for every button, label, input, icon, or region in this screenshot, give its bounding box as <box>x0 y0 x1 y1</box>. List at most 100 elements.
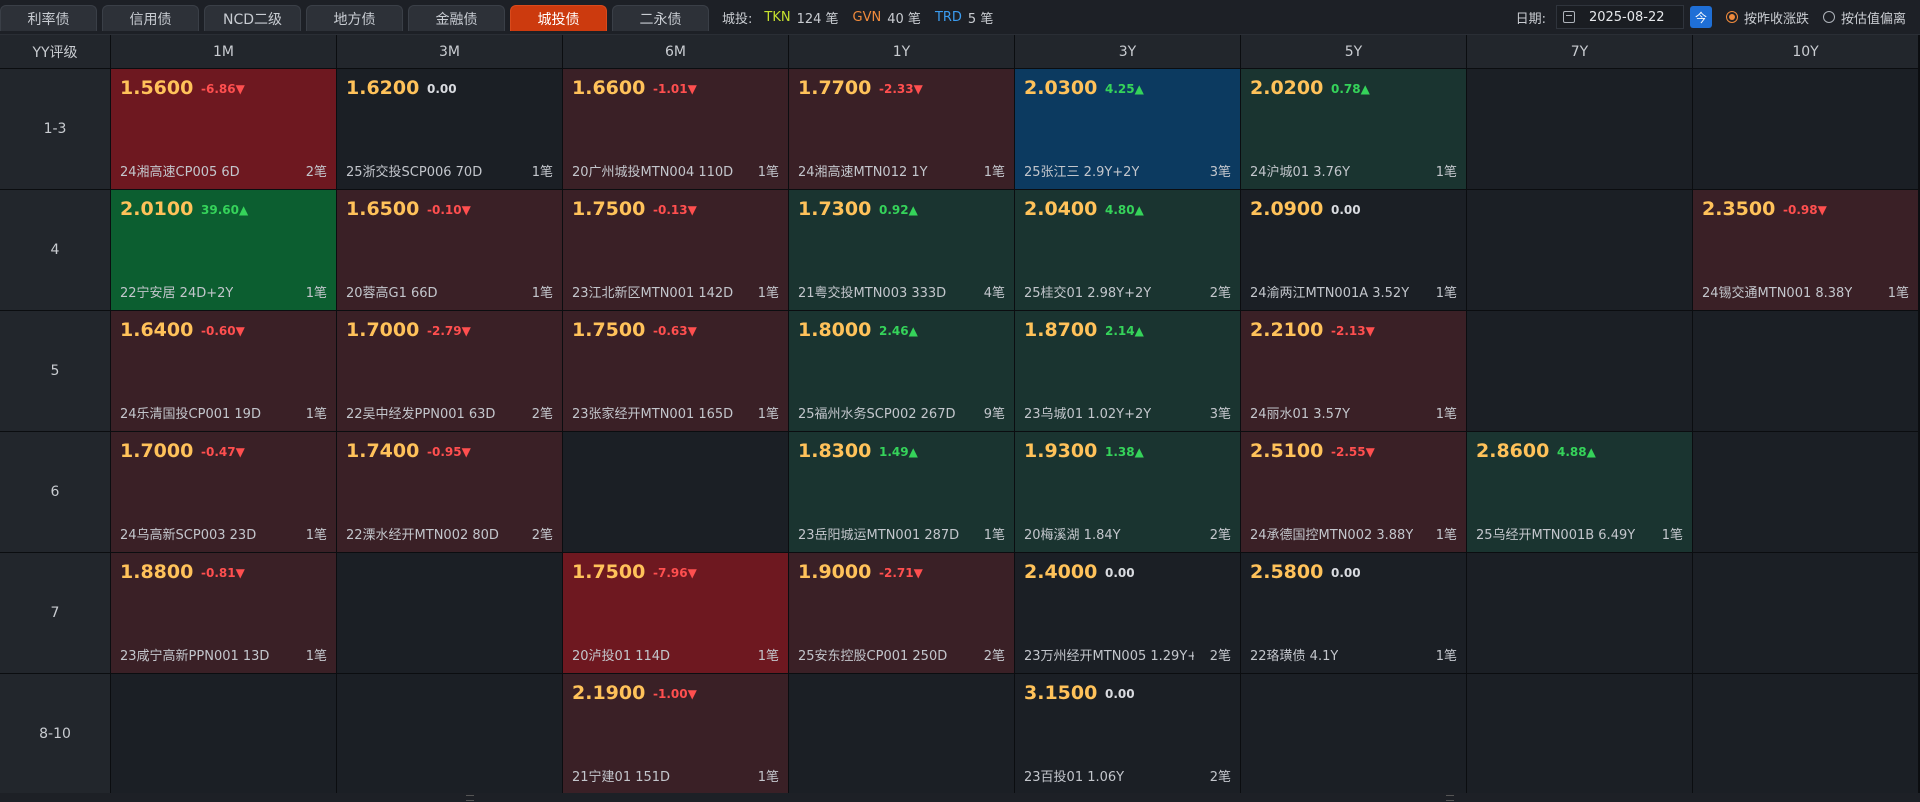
bond-name: 20梅溪湖 1.84Y <box>1024 528 1121 543</box>
quote-cell[interactable]: 1.7500 -0.13▼ 23江北新区MTN001 142D 1笔 <box>563 190 788 310</box>
quote-cell[interactable]: 1.7000 -2.79▼ 22吴中经发PPN001 63D 2笔 <box>337 311 562 431</box>
quote-cell[interactable]: 1.7000 -0.47▼ 24乌高新SCP003 23D 1笔 <box>111 432 336 552</box>
quote-cell[interactable]: 1.8300 1.49▲ 23岳阳城运MTN001 287D 1笔 <box>789 432 1014 552</box>
yield-change: -1.01▼ <box>653 82 697 96</box>
tab-4[interactable]: 金融债 <box>408 5 505 31</box>
trade-count: 1笔 <box>1661 528 1683 543</box>
quote-cell[interactable]: 3.1500 0.00 23百投01 1.06Y 2笔 <box>1015 674 1240 794</box>
quote-cell[interactable]: 2.8600 4.88▲ 25乌经开MTN001B 6.49Y 1笔 <box>1467 432 1692 552</box>
tenor-header[interactable]: 3Y <box>1015 35 1240 68</box>
quote-cell[interactable]: 1.7400 -0.95▼ 22溧水经开MTN002 80D 2笔 <box>337 432 562 552</box>
yield-change: -0.47▼ <box>201 445 245 459</box>
rating-row-label: 7 <box>0 553 110 673</box>
quote-cell[interactable]: 1.9000 -2.71▼ 25安东控股CP001 250D 2笔 <box>789 553 1014 673</box>
quote-cell[interactable]: 2.5800 0.00 22珞璜债 4.1Y 1笔 <box>1241 553 1466 673</box>
trade-count: 1笔 <box>757 165 779 180</box>
radio-selected-icon <box>1725 11 1738 23</box>
quote-cell[interactable]: 2.0100 39.60▲ 22宁安居 24D+2Y 1笔 <box>111 190 336 310</box>
bond-name: 23万州经开MTN005 1.29Y+N <box>1024 649 1194 664</box>
yield-value: 1.7400 <box>346 440 420 462</box>
quote-cell[interactable]: 1.8800 -0.81▼ 23咸宁高新PPN001 13D 1笔 <box>111 553 336 673</box>
quote-cell[interactable]: 1.8000 2.46▲ 25福州水务SCP002 267D 9笔 <box>789 311 1014 431</box>
quote-cell[interactable]: 1.7500 -7.96▼ 20泸投01 114D 1笔 <box>563 553 788 673</box>
quote-cell[interactable]: 1.7300 0.92▲ 21粤交投MTN003 333D 4笔 <box>789 190 1014 310</box>
yield-value: 2.2100 <box>1250 319 1324 341</box>
yield-change: 2.46▲ <box>879 324 918 338</box>
gvn-count: 40 笔 <box>887 11 921 27</box>
quote-cell[interactable]: 1.5600 -6.86▼ 24湘高速CP005 6D 2笔 <box>111 69 336 189</box>
bond-name: 22吴中经发PPN001 63D <box>346 407 496 422</box>
yield-change: -0.10▼ <box>427 203 471 217</box>
tenor-header[interactable]: 1Y <box>789 35 1014 68</box>
yield-change: -6.86▼ <box>201 82 245 96</box>
mode-valuation-label: 按估值偏离 <box>1840 11 1906 27</box>
quote-cell[interactable]: 1.6500 -0.10▼ 20蓉高G1 66D 1笔 <box>337 190 562 310</box>
yield-value: 1.8300 <box>798 440 872 462</box>
quote-cell[interactable]: 1.6200 0.00 25浙交投SCP006 70D 1笔 <box>337 69 562 189</box>
quote-cell[interactable]: 2.5100 -2.55▼ 24承德国控MTN002 3.88Y 1笔 <box>1241 432 1466 552</box>
tenor-header[interactable]: 5Y <box>1241 35 1466 68</box>
yield-value: 2.0900 <box>1250 198 1324 220</box>
quote-cell[interactable]: 1.7500 -0.63▼ 23张家经开MTN001 165D 1笔 <box>563 311 788 431</box>
tab-2[interactable]: NCD二级 <box>204 5 301 31</box>
tab-5[interactable]: 城投债 <box>510 5 607 31</box>
yield-value: 1.5600 <box>120 77 194 99</box>
yield-value: 1.7500 <box>572 561 646 583</box>
bond-name: 23乌城01 1.02Y+2Y <box>1024 407 1152 422</box>
quote-cell[interactable]: 1.6600 -1.01▼ 20广州城投MTN004 110D 1笔 <box>563 69 788 189</box>
bottom-scrollbar[interactable] <box>0 793 1920 802</box>
trade-count: 2笔 <box>305 165 327 180</box>
quote-cell[interactable]: 2.2100 -2.13▼ 24丽水01 3.57Y 1笔 <box>1241 311 1466 431</box>
mode-prev-close-radio[interactable]: 按昨收涨跌 <box>1725 8 1809 27</box>
mode-valuation-radio[interactable]: 按估值偏离 <box>1822 8 1906 27</box>
yield-value: 2.4000 <box>1024 561 1098 583</box>
quote-cell[interactable]: 2.3500 -0.98▼ 24锡交通MTN001 8.38Y 1笔 <box>1693 190 1918 310</box>
yield-value: 1.7500 <box>572 319 646 341</box>
splitter-handle-icon[interactable] <box>1446 795 1454 801</box>
yield-change: 0.78▲ <box>1331 82 1370 96</box>
quote-cell[interactable]: 1.7700 -2.33▼ 24湘高速MTN012 1Y 1笔 <box>789 69 1014 189</box>
yield-change: 39.60▲ <box>201 203 249 217</box>
trade-count: 2笔 <box>1209 649 1231 664</box>
quote-cell[interactable]: 1.6400 -0.60▼ 24乐清国投CP001 19D 1笔 <box>111 311 336 431</box>
tkn-count: 124 笔 <box>796 11 839 27</box>
bond-name: 24乐清国投CP001 19D <box>120 407 261 422</box>
empty-cell <box>563 432 788 552</box>
splitter-handle-icon[interactable] <box>466 795 474 801</box>
empty-cell <box>1693 69 1918 189</box>
bond-name: 23张家经开MTN001 165D <box>572 407 734 422</box>
yield-change: -2.33▼ <box>879 82 923 96</box>
tenor-header[interactable]: 1M <box>111 35 336 68</box>
trade-count: 1笔 <box>1435 528 1457 543</box>
rating-header: YY评级 <box>0 35 110 68</box>
quote-cell[interactable]: 2.1900 -1.00▼ 21宁建01 151D 1笔 <box>563 674 788 794</box>
yield-change: 2.14▲ <box>1105 324 1144 338</box>
yield-change: -0.13▼ <box>653 203 697 217</box>
bond-name: 22珞璜债 4.1Y <box>1250 649 1339 664</box>
quote-cell[interactable]: 2.0200 0.78▲ 24沪城01 3.76Y 1笔 <box>1241 69 1466 189</box>
quote-cell[interactable]: 1.9300 1.38▲ 20梅溪湖 1.84Y 2笔 <box>1015 432 1240 552</box>
tenor-header[interactable]: 7Y <box>1467 35 1692 68</box>
trade-count: 1笔 <box>757 407 779 422</box>
tab-1[interactable]: 信用债 <box>102 5 199 31</box>
trade-count: 3笔 <box>1209 407 1231 422</box>
tab-0[interactable]: 利率债 <box>0 5 97 31</box>
bond-name: 23岳阳城运MTN001 287D <box>798 528 960 543</box>
tab-6[interactable]: 二永债 <box>612 5 709 31</box>
bond-name: 24沪城01 3.76Y <box>1250 165 1351 180</box>
quote-cell[interactable]: 2.4000 0.00 23万州经开MTN005 1.29Y+N 2笔 <box>1015 553 1240 673</box>
tenor-header[interactable]: 6M <box>563 35 788 68</box>
quote-cell[interactable]: 2.0900 0.00 24渝两江MTN001A 3.52Y 1笔 <box>1241 190 1466 310</box>
today-button[interactable]: 今 <box>1689 6 1712 28</box>
bond-name: 25桂交01 2.98Y+2Y <box>1024 286 1152 301</box>
tenor-header[interactable]: 3M <box>337 35 562 68</box>
quote-cell[interactable]: 2.0400 4.80▲ 25桂交01 2.98Y+2Y 2笔 <box>1015 190 1240 310</box>
trd-label: TRD <box>934 9 962 25</box>
tenor-header[interactable]: 10Y <box>1693 35 1918 68</box>
tab-3[interactable]: 地方债 <box>306 5 403 31</box>
tkn-label: TKN <box>764 9 791 25</box>
quote-cell[interactable]: 1.8700 2.14▲ 23乌城01 1.02Y+2Y 3笔 <box>1015 311 1240 431</box>
date-picker[interactable]: 2025-08-22 <box>1555 5 1684 29</box>
quote-cell[interactable]: 2.0300 4.25▲ 25张江三 2.9Y+2Y 3笔 <box>1015 69 1240 189</box>
yield-value: 1.7000 <box>346 319 420 341</box>
